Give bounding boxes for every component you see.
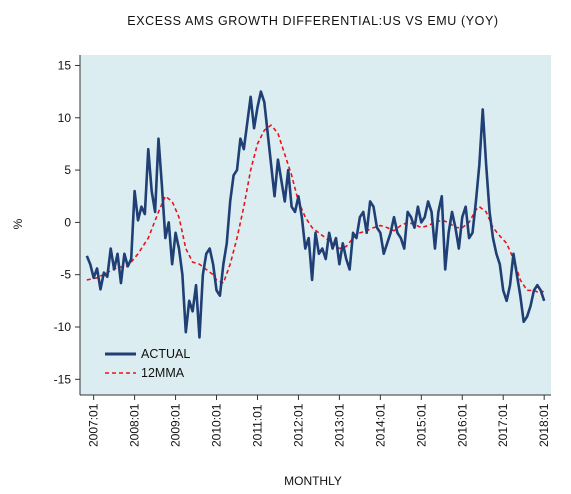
y-tick-label: 15 xyxy=(58,58,72,72)
y-tick-label: -10 xyxy=(54,320,72,334)
y-axis-label: % xyxy=(11,218,25,229)
series-line-actual xyxy=(85,90,546,339)
chart-title: EXCESS AMS GROWTH DIFFERENTIAL:US VS EMU… xyxy=(127,14,498,28)
y-tick-label: 0 xyxy=(64,215,71,229)
x-tick-label: 2010:01 xyxy=(210,403,224,447)
y-tick-label: -5 xyxy=(60,268,71,282)
x-tick-label: 2014:01 xyxy=(373,403,387,447)
x-tick-label: 2013:01 xyxy=(332,403,346,447)
x-tick-label: 2016:01 xyxy=(455,403,469,447)
y-tick-label: 10 xyxy=(58,111,72,125)
x-tick-label: 2015:01 xyxy=(414,403,428,447)
y-axis-ticks: 15 10 5 0 -5 -10 -15 xyxy=(54,58,80,386)
x-axis-label: MONTHLY xyxy=(284,474,342,488)
y-tick-label: 5 xyxy=(64,163,71,177)
legend: ACTUAL 12MMA xyxy=(105,347,190,380)
legend-label-12mma: 12MMA xyxy=(141,366,185,380)
x-tick-label: 2009:01 xyxy=(169,403,183,447)
y-tick-label: -15 xyxy=(54,372,72,386)
x-tick-label: 2017:01 xyxy=(496,403,510,447)
plot-area xyxy=(80,55,551,395)
x-tick-label: 2011:01 xyxy=(250,404,264,447)
series-layer xyxy=(85,90,546,339)
x-tick-label: 2018:01 xyxy=(537,403,551,447)
x-tick-label: 2012:01 xyxy=(291,403,305,447)
x-tick-label: 2007:01 xyxy=(87,403,101,447)
legend-label-actual: ACTUAL xyxy=(141,347,190,361)
x-tick-label: 2008:01 xyxy=(128,403,142,447)
x-axis-ticks: 2007:01 2008:01 2009:01 2010:01 2011:01 2012:… xyxy=(87,395,551,447)
